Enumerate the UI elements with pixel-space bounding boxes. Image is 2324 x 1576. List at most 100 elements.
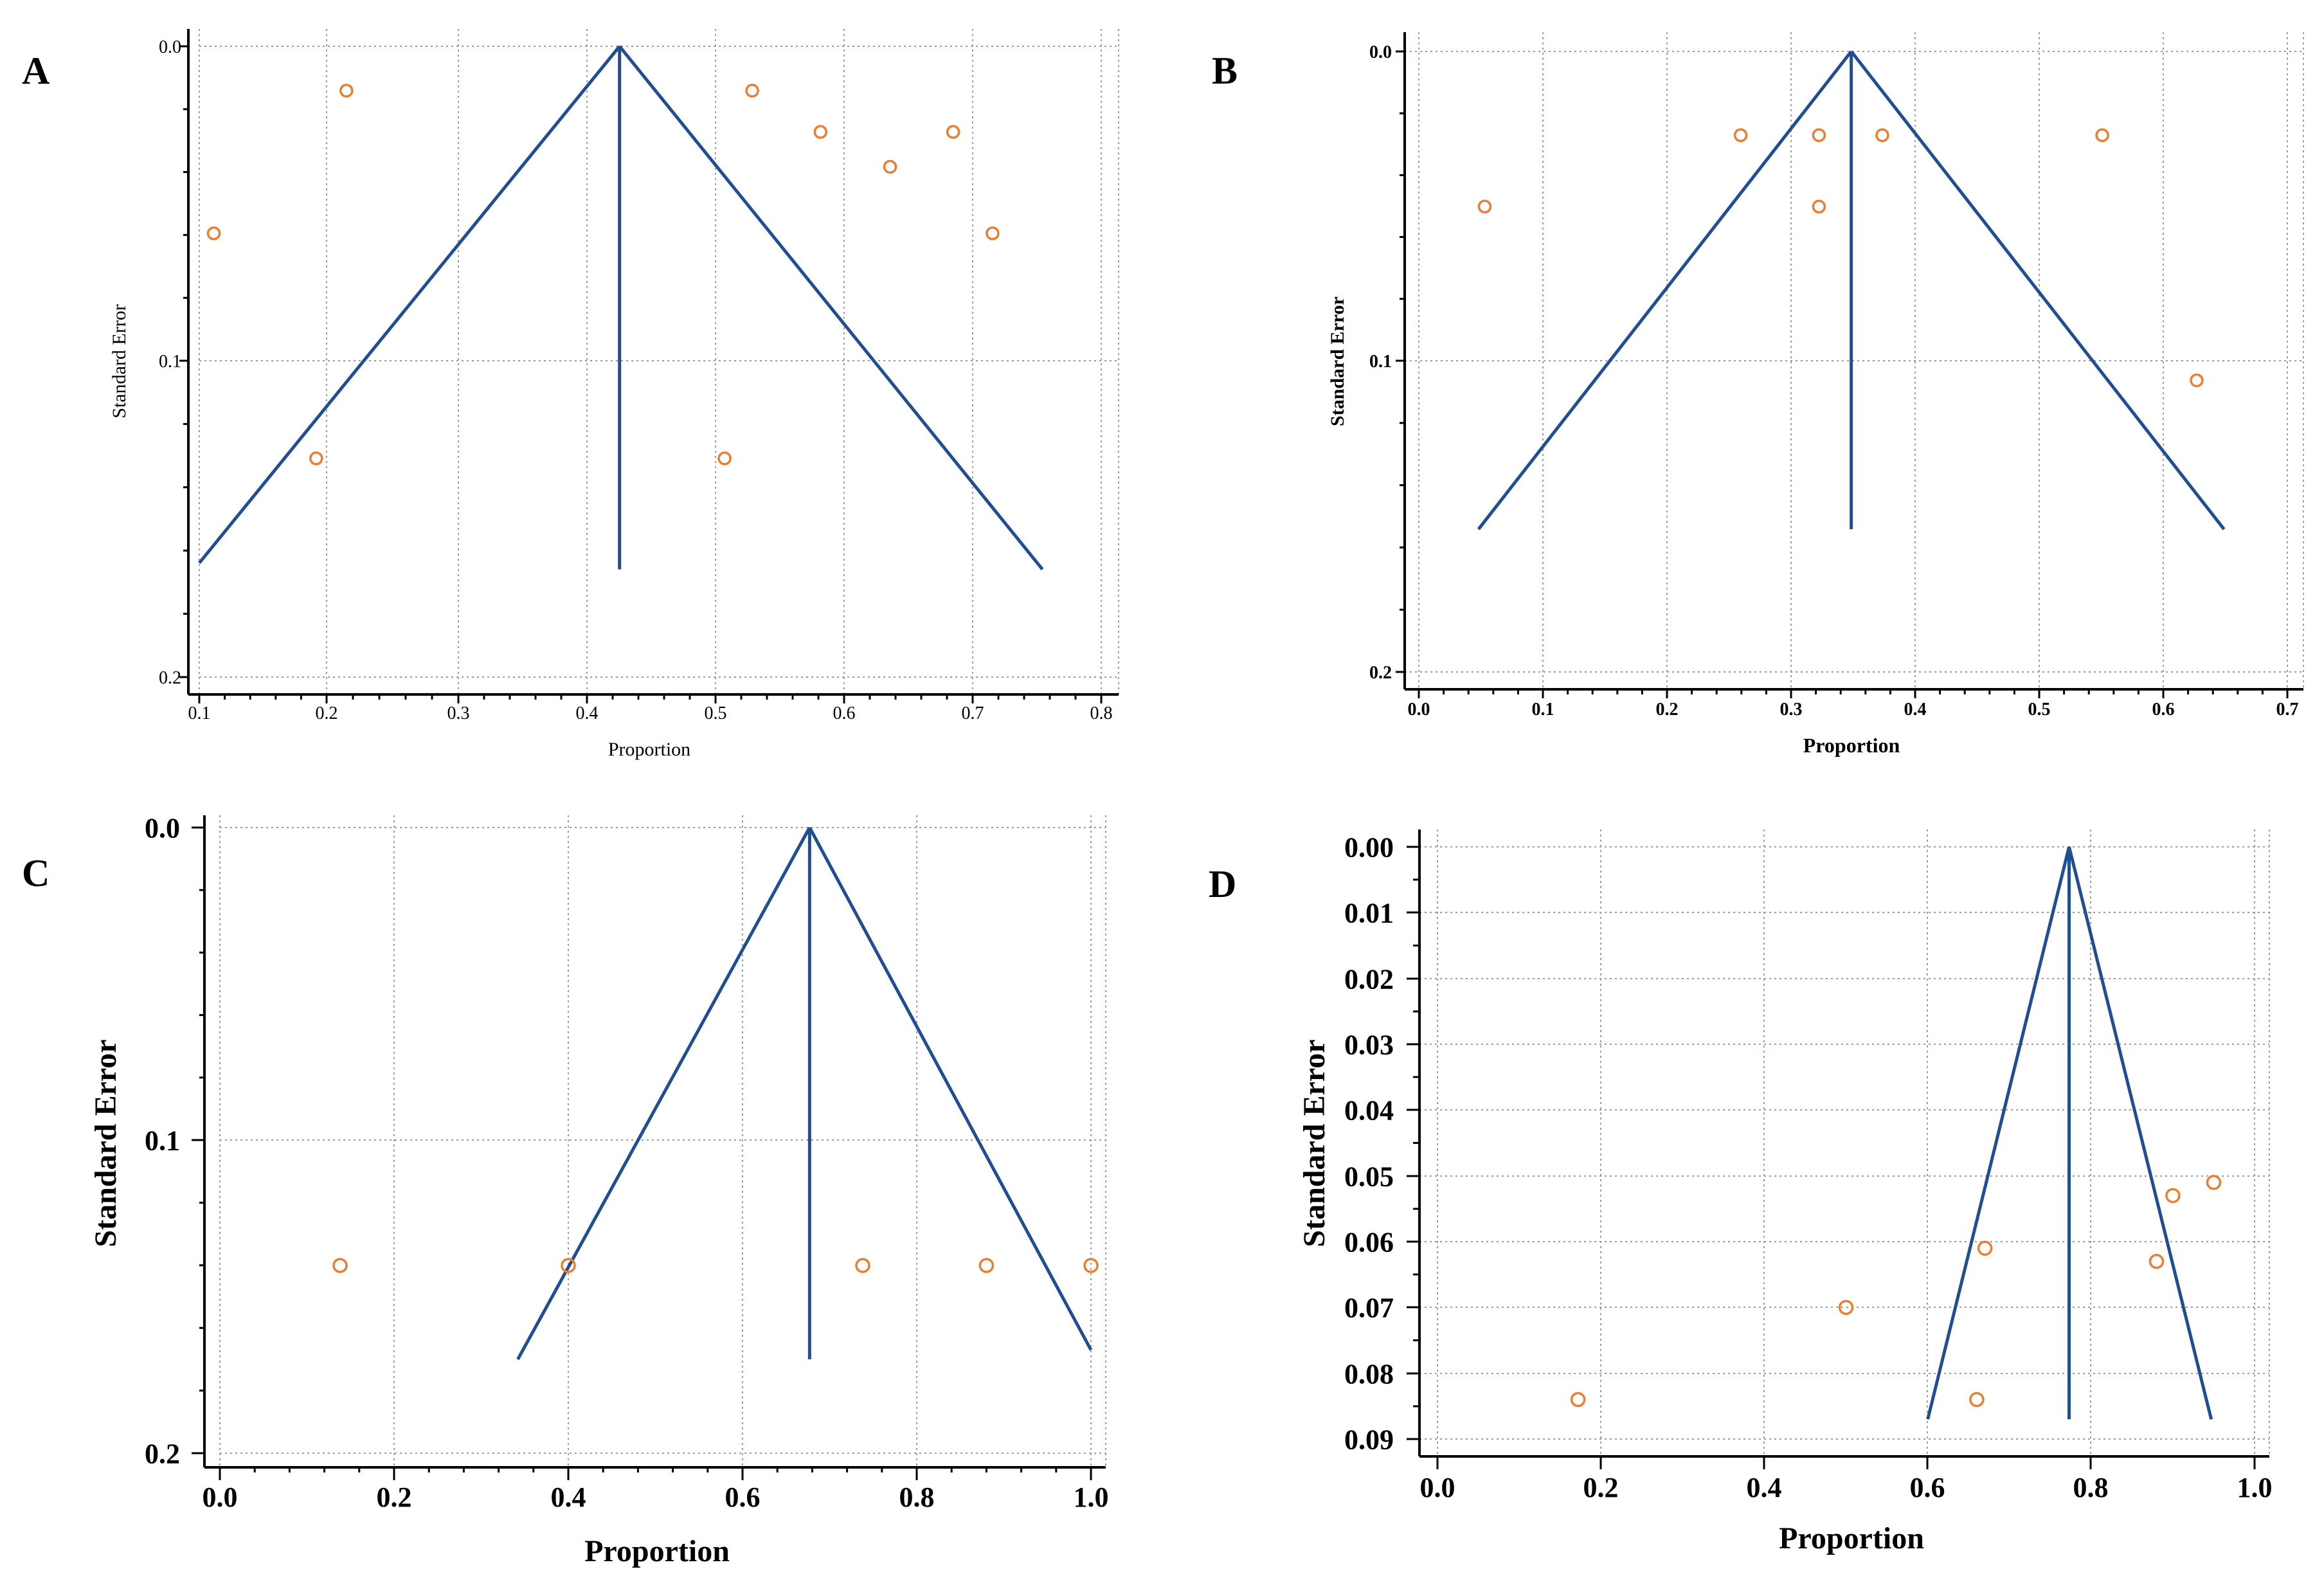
x-tick-label: 0.5	[2028, 700, 2051, 720]
study-point	[309, 451, 323, 466]
funnel-right-line	[1850, 50, 2226, 530]
y-tick-label: 0.2	[159, 668, 181, 688]
study-point	[1875, 128, 1889, 143]
gridlines	[219, 815, 1106, 1467]
funnel-right-line	[808, 826, 1093, 1351]
study-point	[717, 451, 732, 466]
study-point	[1477, 199, 1492, 213]
study-point	[561, 1258, 576, 1273]
x-tick-label: 0.8	[899, 1481, 935, 1513]
study-point	[206, 226, 221, 240]
funnel-left-line	[198, 45, 621, 565]
panel-letter: B	[1212, 50, 1238, 92]
x-tick-label: 0.2	[377, 1481, 412, 1513]
funnel-left-line	[1477, 50, 1853, 530]
y-tick-label: 0.1	[1369, 352, 1392, 372]
study-point	[1969, 1391, 1985, 1408]
x-tick-label: 0.2	[316, 703, 338, 723]
panel-letter: C	[22, 852, 50, 894]
y-tick-label: 0.04	[1344, 1094, 1394, 1126]
study-point	[978, 1258, 995, 1273]
x-tick-label: 0.8	[2073, 1472, 2109, 1503]
y-tick-label: 0.1	[145, 1125, 180, 1156]
x-axis-title: Proportion	[1803, 734, 1900, 757]
y-tick-label: 0.05	[1344, 1161, 1394, 1192]
study-point	[1570, 1391, 1586, 1408]
gridlines	[199, 29, 1119, 694]
y-tick-label: 0.07	[1344, 1292, 1394, 1323]
x-tick-label: 0.0	[203, 1481, 238, 1513]
funnel-plot-a: A 0.1 0.2 0.3 0.4 0.5 0.6 0.7 0.8 0.0 0.1 0.2 Propor…	[22, 29, 1119, 760]
study-point	[1812, 128, 1826, 143]
x-tick-label: 1.0	[1074, 1481, 1109, 1513]
study-point	[1083, 1258, 1099, 1273]
x-axis-title: Proportion	[1779, 1521, 1924, 1555]
x-tick-label: 0.4	[1747, 1472, 1782, 1503]
funnel-left-line	[516, 826, 811, 1361]
x-tick-label: 0.0	[1408, 700, 1430, 720]
study-point	[2095, 128, 2109, 143]
funnel-left-line	[1926, 846, 2071, 1420]
y-tick-label: 0.09	[1344, 1424, 1394, 1455]
x-tick-label: 0.1	[1532, 700, 1554, 720]
x-tick-label: 0.6	[2152, 700, 2175, 720]
x-tick-label: 0.3	[447, 703, 470, 723]
x-tick-label: 0.6	[1910, 1472, 1945, 1503]
study-point	[1838, 1300, 1854, 1316]
y-tick-label: 0.0	[159, 37, 181, 57]
x-tick-label: 0.0	[1420, 1472, 1455, 1503]
study-point	[332, 1258, 348, 1273]
y-axis-title: Standard Error	[109, 304, 130, 418]
y-tick-label: 0.08	[1344, 1358, 1394, 1390]
y-tick-label: 0.2	[145, 1438, 180, 1469]
panel-letter: A	[22, 50, 50, 92]
x-axis-title: Proportion	[608, 739, 690, 760]
x-tick-label: 0.4	[1904, 700, 1927, 720]
study-point	[1977, 1240, 1993, 1256]
study-point	[946, 125, 960, 139]
study-point	[2206, 1175, 2222, 1190]
study-point	[986, 226, 1000, 240]
gridlines	[1405, 32, 2304, 689]
funnel-plot-c: C 0.0 0.2 0.4 0.6 0.8 1.0 0.0 0.1 0.2 Proportion St…	[22, 812, 1109, 1568]
funnel-right-line	[618, 45, 1044, 571]
y-axis-title: Standard Error	[1297, 1039, 1331, 1247]
funnel-plot-b: B 0.0 0.1 0.2 0.3 0.4 0.5 0.6 0.7 0.0 0.1 0.2 Propor…	[1212, 32, 2304, 757]
x-tick-label: 0.7	[2276, 700, 2299, 720]
y-tick-label: 0.01	[1344, 897, 1394, 928]
study-point	[813, 125, 828, 139]
funnel-right-line	[2067, 846, 2213, 1420]
y-axis-title: Standard Error	[1327, 296, 1348, 426]
funnel-plot-d: D 0.0 0.2 0.4 0.6 0.8 1.0 0.00 0.01 0.02 0.03 0.04 0…	[1209, 829, 2273, 1555]
study-point	[1733, 128, 1748, 143]
study-point	[883, 159, 897, 174]
y-tick-label: 0.00	[1344, 831, 1394, 863]
study-point	[855, 1258, 870, 1273]
x-tick-label: 1.0	[2237, 1472, 2273, 1503]
x-tick-label: 0.6	[833, 703, 856, 723]
y-tick-label: 0.2	[1369, 663, 1392, 683]
y-tick-label: 0.03	[1344, 1029, 1394, 1060]
y-tick-label: 0.02	[1344, 963, 1394, 995]
study-point	[2148, 1253, 2165, 1269]
y-tick-label: 0.06	[1344, 1226, 1394, 1258]
y-tick-label: 0.0	[145, 812, 180, 844]
x-tick-label: 0.4	[551, 1481, 586, 1513]
x-tick-label: 0.2	[1656, 700, 1679, 720]
y-tick-label: 0.0	[1369, 42, 1392, 62]
study-point	[1812, 199, 1826, 213]
x-tick-label: 0.7	[962, 703, 984, 723]
study-point	[2190, 373, 2204, 388]
x-tick-label: 0.6	[725, 1481, 761, 1513]
study-point	[745, 84, 759, 98]
y-axis-title: Standard Error	[89, 1039, 123, 1247]
panel-letter: D	[1209, 863, 1236, 905]
study-point	[339, 84, 354, 98]
x-tick-label: 0.1	[188, 703, 211, 723]
x-axis-title: Proportion	[584, 1534, 730, 1568]
y-tick-label: 0.1	[159, 352, 181, 372]
x-tick-label: 0.5	[705, 703, 727, 723]
x-tick-label: 0.4	[576, 703, 599, 723]
x-tick-label: 0.2	[1583, 1472, 1619, 1503]
